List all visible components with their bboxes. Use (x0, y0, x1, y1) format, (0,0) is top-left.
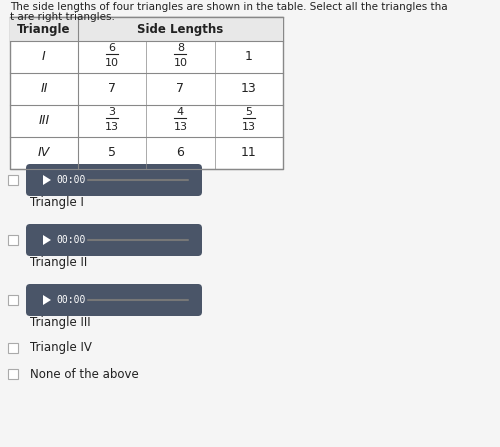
Text: Triangle I: Triangle I (30, 196, 84, 209)
Text: 6: 6 (108, 43, 116, 53)
Text: 1: 1 (245, 51, 253, 63)
Text: 7: 7 (176, 83, 184, 96)
Polygon shape (43, 175, 51, 185)
Text: Triangle II: Triangle II (30, 256, 88, 269)
Bar (8, 343, 18, 353)
Text: The side lengths of four triangles are shown in the table. Select all the triang: The side lengths of four triangles are s… (10, 2, 448, 12)
Bar (8, 295, 18, 305)
Text: I: I (42, 51, 46, 63)
Text: 4: 4 (177, 107, 184, 117)
Text: 6: 6 (176, 147, 184, 160)
Text: 8: 8 (177, 43, 184, 53)
Text: 13: 13 (174, 122, 188, 132)
Text: Triangle IV: Triangle IV (30, 342, 92, 354)
Text: 10: 10 (105, 58, 119, 68)
Text: Triangle III: Triangle III (30, 316, 90, 329)
Text: IV: IV (38, 147, 50, 160)
Text: 13: 13 (105, 122, 119, 132)
Bar (10, 17, 283, 41)
FancyBboxPatch shape (26, 224, 202, 256)
FancyBboxPatch shape (26, 164, 202, 196)
Polygon shape (43, 295, 51, 305)
Text: 11: 11 (241, 147, 256, 160)
Bar (8, 175, 18, 185)
Text: 00:00: 00:00 (56, 295, 86, 305)
Text: 00:00: 00:00 (56, 175, 86, 185)
FancyBboxPatch shape (26, 284, 202, 316)
Text: 10: 10 (174, 58, 188, 68)
Polygon shape (43, 235, 51, 245)
Text: 5: 5 (108, 147, 116, 160)
Text: 7: 7 (108, 83, 116, 96)
Text: t are right triangles.: t are right triangles. (10, 12, 115, 22)
Text: 13: 13 (241, 83, 256, 96)
Text: III: III (38, 114, 50, 127)
Text: Side Lengths: Side Lengths (138, 22, 224, 35)
Text: None of the above: None of the above (30, 367, 139, 380)
Text: II: II (40, 83, 48, 96)
Text: 3: 3 (108, 107, 116, 117)
Bar (8, 369, 18, 379)
Bar (10, 17, 283, 169)
Text: 13: 13 (242, 122, 256, 132)
Text: 00:00: 00:00 (56, 235, 86, 245)
Text: Triangle: Triangle (17, 22, 71, 35)
Bar (8, 235, 18, 245)
Text: 5: 5 (246, 107, 252, 117)
